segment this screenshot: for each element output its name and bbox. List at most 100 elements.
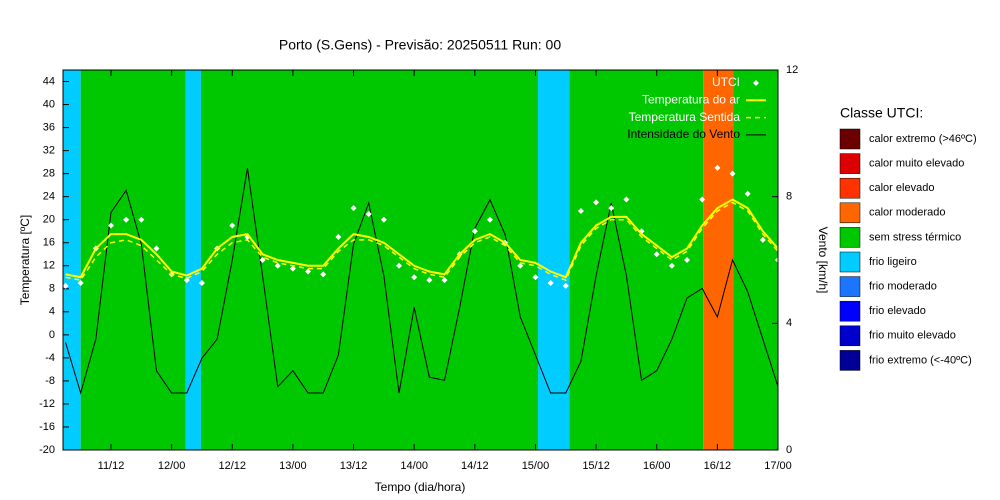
class-swatch: [839, 227, 861, 248]
utci-point: [274, 262, 281, 269]
series-line: [65, 168, 779, 395]
y2-tick-label: 8: [786, 191, 792, 203]
legend-label: Intensidade do Vento: [627, 127, 740, 141]
y-axis-label: Temperatura [ºC]: [18, 215, 32, 305]
class-label: calor moderado: [869, 207, 945, 219]
legend-marker: [753, 80, 759, 86]
class-swatch: [839, 300, 861, 322]
utci-point: [699, 196, 706, 203]
utci-point: [486, 216, 493, 223]
utci-point: [229, 222, 236, 229]
class-label: calor elevado: [869, 182, 934, 194]
class-swatch: [839, 128, 861, 150]
plot-border: [62, 69, 779, 451]
class-band: [733, 70, 778, 450]
class-swatch: [839, 325, 861, 347]
class-swatch: [839, 177, 861, 199]
utci-point: [608, 205, 615, 212]
utci-point: [426, 277, 433, 284]
class-band: [185, 70, 201, 450]
utci-point: [684, 257, 691, 263]
x-tick-label: 13/12: [340, 460, 368, 472]
utci-point: [562, 282, 569, 289]
utci-point: [714, 164, 721, 171]
class-band: [80, 70, 186, 450]
utci-point: [411, 274, 418, 281]
chart-title: Porto (S.Gens) - Previsão: 20250511 Run:…: [279, 37, 561, 53]
y-tick-label: 44: [43, 75, 55, 87]
class-label: calor extremo (>46ºC): [869, 133, 977, 145]
x-tick-label: 12/00: [158, 460, 186, 472]
class-band: [200, 70, 538, 450]
y-tick-label: -12: [39, 398, 55, 410]
class-band: [63, 70, 81, 450]
y-tick-label: -8: [45, 375, 55, 387]
x-tick-label: 13/00: [279, 460, 307, 472]
utci-point: [108, 222, 115, 229]
class-label: frio muito elevado: [869, 330, 956, 342]
utci-point: [577, 208, 584, 215]
y-tick-label: 0: [49, 329, 55, 341]
y-tick-label: 16: [43, 237, 55, 249]
y2-tick-label: 12: [786, 64, 798, 76]
class-label: sem stress térmico: [869, 231, 961, 243]
series-line: [65, 198, 779, 279]
x-tick-label: 15/00: [522, 460, 550, 472]
class-band: [703, 70, 734, 450]
x-tick-label: 12/12: [219, 460, 247, 472]
x-tick-label: 14/12: [461, 460, 489, 472]
x-tick-label: 15/12: [582, 460, 610, 472]
y-tick-label: 36: [43, 121, 55, 133]
x-tick-label: 16/00: [643, 460, 671, 472]
y2-tick-label: 0: [786, 444, 792, 456]
utci-point: [198, 280, 205, 287]
y-tick-label: -16: [39, 421, 55, 433]
y-tick-label: 8: [49, 283, 55, 295]
utci-point: [62, 282, 69, 289]
class-swatch: [839, 202, 861, 224]
class-swatch: [839, 251, 861, 273]
y-tick-label: -4: [45, 352, 55, 364]
y-tick-label: 4: [49, 306, 55, 318]
class-label: frio moderado: [869, 281, 937, 293]
class-label: frio elevado: [869, 305, 926, 317]
utci-point: [380, 216, 387, 223]
utci-point: [532, 274, 539, 281]
utci-point: [653, 251, 660, 258]
class-label: frio extremo (<-40ºC): [869, 354, 972, 366]
utci-point: [365, 210, 372, 217]
utci-point: [77, 280, 84, 287]
utci-point: [320, 271, 327, 278]
utci-point: [153, 245, 160, 252]
class-swatch: [839, 350, 861, 371]
utci-point: [396, 262, 403, 269]
x-tick-label: 16/12: [704, 460, 732, 472]
utci-point: [759, 236, 766, 243]
utci-point: [123, 216, 130, 223]
utci-point: [517, 262, 524, 269]
utci-point: [350, 205, 357, 212]
utci-point: [471, 228, 478, 235]
x-tick-label: 14/00: [400, 460, 428, 472]
class-label: calor muito elevado: [869, 158, 964, 170]
utci-point: [593, 199, 600, 206]
utci-point: [623, 196, 630, 203]
y-tick-label: 12: [43, 260, 55, 272]
y-tick-label: 28: [43, 168, 55, 180]
class-band: [537, 70, 570, 450]
legend-label: Temperatura do ar: [642, 92, 740, 106]
y2-tick-label: 4: [786, 317, 792, 329]
y2-axis-label: Vento [km/h]: [816, 227, 830, 294]
x-tick-label: 11/12: [98, 460, 125, 472]
utci-point: [729, 170, 736, 177]
utci-point: [547, 280, 554, 287]
utci-point: [668, 262, 675, 269]
class-legend-title: Classe UTCI:: [840, 105, 923, 121]
y-tick-label: 32: [43, 145, 55, 157]
y-tick-label: 20: [43, 214, 55, 226]
class-label: frio ligeiro: [869, 256, 917, 268]
y-tick-label: 24: [43, 191, 55, 203]
class-swatch: [839, 153, 861, 174]
y-tick-label: 40: [43, 98, 55, 110]
